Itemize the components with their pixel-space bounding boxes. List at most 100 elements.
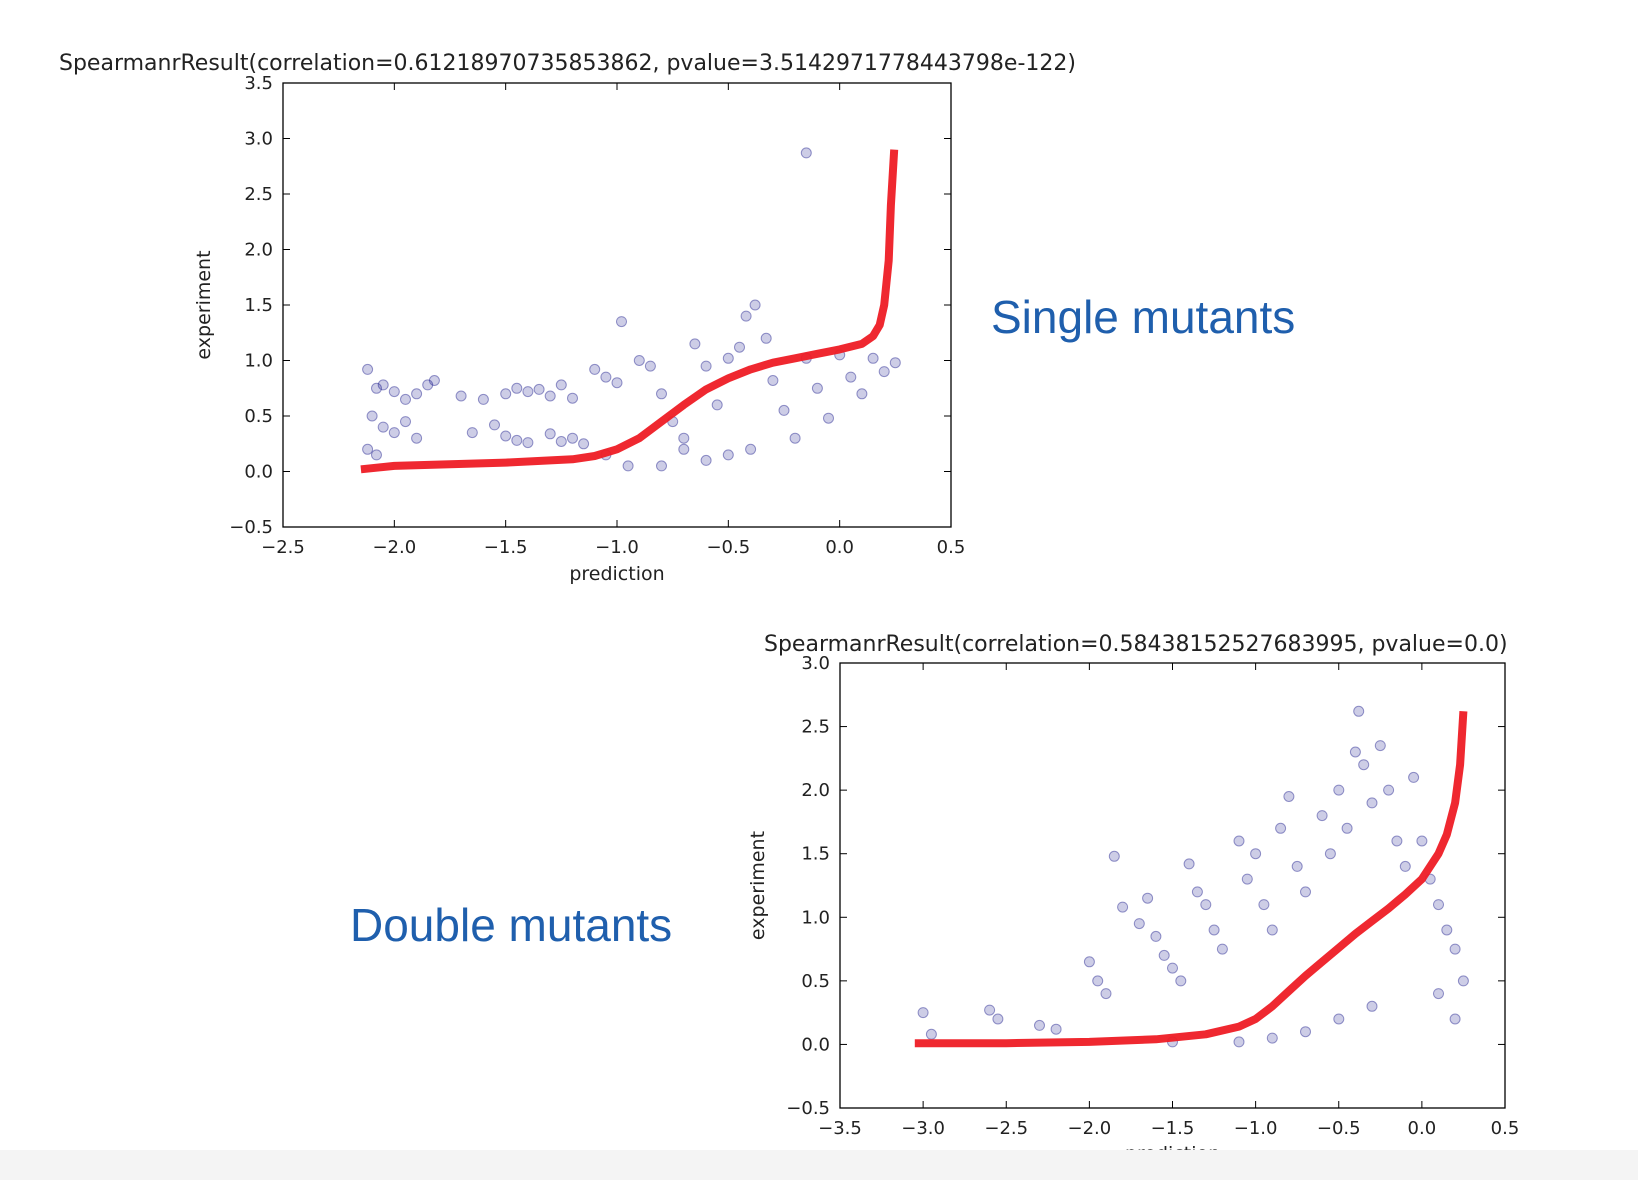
scatter-point [600,371,612,383]
scatter-point [1316,810,1328,822]
scatter-point [489,419,500,431]
scatter-point [411,388,423,400]
scatter-point [800,147,812,159]
scatter-point [656,460,667,472]
scatter-point [1216,943,1228,955]
y-tick-label: 2.0 [801,780,830,801]
scatter-point [1433,988,1444,1000]
scatter-point [578,438,590,450]
scatter-point [500,430,512,442]
scatter-point [823,412,834,424]
scatter-point [1391,835,1403,847]
scatter-point [656,388,667,400]
scatter-point [589,363,601,375]
scatter-point [1300,886,1311,898]
scatter-point [1457,975,1469,987]
scatter-point [1175,975,1187,987]
scatter-point [867,352,879,364]
scatter-point [745,443,757,455]
scatter-point [1050,1023,1062,1035]
chart-title: SpearmanrResult(correlation=0.6121897073… [59,51,1076,76]
scatter-point [1366,1000,1378,1012]
y-tick-label: 1.5 [801,844,830,865]
y-tick-label: 2.5 [801,717,830,738]
y-tick-label: 1.5 [244,295,273,316]
scatter-point [544,428,556,440]
scatter-point [428,375,440,386]
y-tick-label: 2.0 [244,240,273,261]
scatter-point [633,355,645,366]
scatter-point [411,432,423,444]
scatter-point [1353,705,1365,717]
x-tick-label: 0.0 [825,537,854,558]
scatter-point [611,377,623,389]
scatter-point [778,404,790,416]
scatter-point [789,432,801,444]
scatter-point [734,341,745,353]
scatter-point [700,454,712,466]
scatter-point [1167,962,1178,974]
scatter-point [567,392,578,404]
scatter-point [1358,759,1370,771]
scatter-point [749,299,761,311]
scatter-point [700,360,712,372]
chart-1: −2.5 −2.0 −1.5 −1.0 −0.5 0.0 0.5 −0.5 0.0 0.5 1.0 1… [59,51,1076,585]
y-tick-label: 0.5 [801,971,830,992]
scatter-point [1333,1013,1345,1025]
scatter-point [400,393,411,405]
scatter-point [1324,848,1336,860]
scatter-point [740,310,752,322]
scatter-point [711,399,723,411]
scatter-point [878,366,890,378]
bottom-strip [0,1150,1638,1180]
scatter-point [1433,899,1444,911]
scatter-point [511,434,523,446]
scatter-point [1258,899,1270,911]
scatter-point [1083,956,1095,968]
double-mutants-caption: Double mutants [350,899,673,951]
scatter-point [1191,886,1203,898]
x-tick-label: 0.0 [1408,1118,1437,1139]
scatter-point [1441,924,1453,936]
scatter-point [984,1004,996,1016]
x-tick-label: −1.5 [1151,1118,1195,1139]
scatter-point [1117,901,1129,913]
y-axis-label: experiment [193,250,215,359]
scatter-point [362,443,374,455]
scatter-point [511,382,523,394]
y-tick-label: 1.0 [801,907,830,928]
scatter-point [1250,848,1262,860]
scatter-point [366,410,378,422]
scatter-point [1233,835,1245,847]
scatter-point [1158,949,1170,961]
y-tick-label: 3.0 [244,129,273,150]
x-tick-label: −0.5 [706,537,750,558]
scatter-point [362,363,374,375]
chart-2: −3.5 −3.0 −2.5 −2.0 −1.5 −1.0 −0.5 0.0 0.5 −0.5 0.… [747,632,1519,1165]
scatter-point [722,449,734,461]
scatter-series [917,705,1469,1048]
scatter-point [1142,892,1154,904]
x-tick-label: −2.5 [261,537,305,558]
scatter-point [522,386,534,398]
scatter-point [1341,822,1353,834]
scatter-point [689,338,701,350]
chart-title: SpearmanrResult(correlation=0.5843815252… [764,632,1508,657]
y-tick-label: −0.5 [229,517,273,538]
scatter-series [362,147,901,472]
scatter-point [678,432,690,444]
scatter-point [760,332,772,344]
plot-frame [282,82,952,528]
scatter-point [622,460,634,472]
x-tick-label: −2.5 [984,1118,1028,1139]
x-tick-label: −1.5 [484,537,528,558]
scatter-point [992,1013,1004,1025]
scatter-point [1349,746,1361,758]
scatter-point [1366,797,1378,809]
scatter-point [522,437,534,449]
scatter-point [616,316,627,328]
y-tick-label: 3.0 [801,653,830,674]
scatter-point [1266,1032,1278,1044]
scatter-point [1241,873,1253,885]
